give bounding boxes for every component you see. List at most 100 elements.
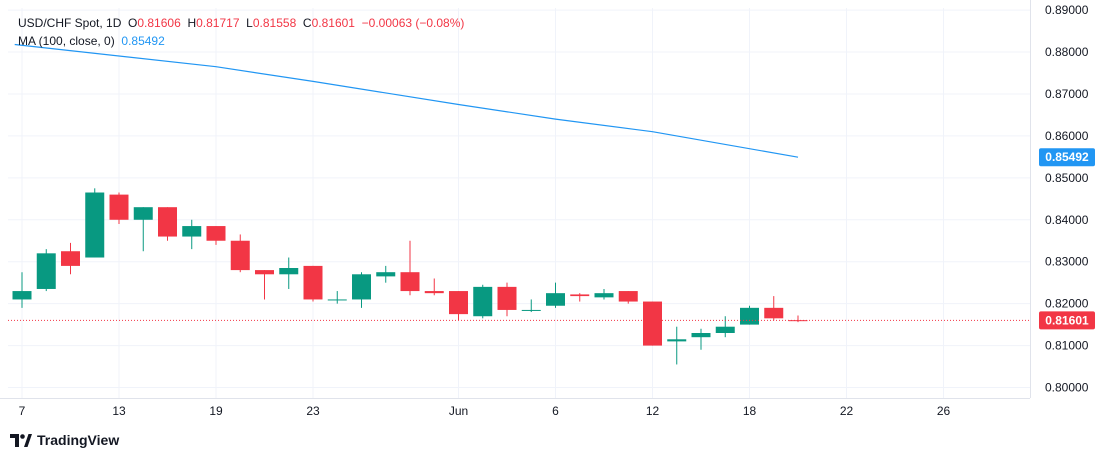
time-tick-label: 23 xyxy=(306,404,320,418)
high-label: H xyxy=(187,16,197,30)
last-price-label: 0.81601 xyxy=(1045,313,1089,327)
candle xyxy=(36,249,56,292)
candle xyxy=(327,291,347,304)
candle-body xyxy=(255,270,274,275)
candle xyxy=(643,301,662,346)
candle xyxy=(182,219,202,250)
candle xyxy=(12,272,32,308)
candle xyxy=(667,326,687,365)
candle-body xyxy=(327,299,347,301)
candle-body xyxy=(206,226,226,241)
time-tick-label: 19 xyxy=(209,404,223,418)
candle xyxy=(570,293,590,302)
ma-legend[interactable]: MA (100, close, 0) 0.85492 xyxy=(18,34,165,48)
candle xyxy=(715,316,735,338)
candle-body xyxy=(715,326,735,333)
candle xyxy=(594,288,614,300)
candle xyxy=(424,278,444,296)
candle-body xyxy=(570,294,590,297)
price-grid xyxy=(8,8,1030,398)
candle-body xyxy=(497,286,517,310)
candle xyxy=(303,265,323,302)
candle-body xyxy=(133,207,153,220)
candle-body xyxy=(376,272,396,277)
candle-body xyxy=(182,226,202,237)
price-tick-label: 0.83000 xyxy=(1045,255,1089,269)
candle xyxy=(788,315,808,323)
price-tick-label: 0.87000 xyxy=(1045,87,1089,101)
candle-body xyxy=(618,291,638,302)
moving-average-layer xyxy=(14,43,799,158)
time-axis[interactable]: 7 13 19 23 Jun 6 12 18 22 26 xyxy=(0,398,1030,419)
candle-body xyxy=(158,207,177,237)
candle-body xyxy=(691,333,711,338)
candle-body xyxy=(594,293,614,298)
candle xyxy=(85,188,105,258)
last-price-badge xyxy=(1039,311,1095,330)
price-tick-label: 0.82000 xyxy=(1045,297,1089,311)
ma-label: MA (100, close, 0) xyxy=(18,34,115,48)
candle-body xyxy=(546,293,565,306)
price-tick-label: 0.80000 xyxy=(1045,381,1089,395)
price-tick-label: 0.89000 xyxy=(1045,3,1089,17)
candle xyxy=(255,270,274,300)
candle xyxy=(740,305,759,325)
time-tick-label: 18 xyxy=(743,404,757,418)
symbol-label: USD/CHF Spot, 1D xyxy=(18,16,122,30)
price-tick-label: 0.88000 xyxy=(1045,45,1089,59)
price-tick-label: 0.81000 xyxy=(1045,339,1089,353)
ohlc-legend: USD/CHF Spot, 1D O0.81606 H0.81717 L0.81… xyxy=(18,16,464,30)
time-tick-label: 12 xyxy=(646,404,660,418)
time-tick-label: 6 xyxy=(552,404,559,418)
ma-value-label: 0.85492 xyxy=(1045,150,1089,164)
price-axis[interactable]: 0.80000 0.81000 0.82000 0.83000 0.84000 0.850… xyxy=(1030,0,1096,398)
candle xyxy=(206,226,226,245)
price-tick-label: 0.86000 xyxy=(1045,129,1089,143)
candles-layer xyxy=(12,188,808,365)
time-tick-label: Jun xyxy=(449,404,468,418)
candle-body xyxy=(109,194,129,220)
tradingview-logo-text: TradingView xyxy=(37,432,120,448)
candle-body xyxy=(12,291,32,300)
price-tick-label: 0.84000 xyxy=(1045,213,1089,227)
candle-body xyxy=(764,307,784,319)
candle-body xyxy=(449,291,468,315)
candle-body xyxy=(279,268,299,275)
candle xyxy=(109,192,129,224)
candle xyxy=(691,328,711,350)
open-value: 0.81606 xyxy=(137,16,181,30)
candle xyxy=(376,265,396,283)
candle-body xyxy=(85,192,105,258)
time-tick-label: 26 xyxy=(937,404,951,418)
close-label: C xyxy=(302,16,312,30)
candle-body xyxy=(352,274,371,300)
candle-body xyxy=(424,291,444,294)
change-value: −0.00063 (−0.08%) xyxy=(361,16,465,30)
candle xyxy=(400,240,420,296)
tradingview-logo[interactable]: TradingView xyxy=(10,432,119,448)
price-tick-label: 0.85000 xyxy=(1045,171,1089,185)
candle xyxy=(230,234,250,273)
candle-body xyxy=(61,251,80,266)
candle-body xyxy=(667,339,687,342)
candle xyxy=(279,257,299,289)
low-label: L xyxy=(246,16,253,30)
ma-value: 0.85492 xyxy=(121,34,165,48)
candle xyxy=(521,299,541,313)
candle-body xyxy=(521,309,541,311)
candle-body xyxy=(643,301,662,346)
candle-body xyxy=(473,286,493,317)
open-label: O xyxy=(128,16,138,30)
candle xyxy=(61,242,80,275)
close-value: 0.81601 xyxy=(311,16,355,30)
moving-average-line xyxy=(14,43,799,158)
candle xyxy=(158,207,177,241)
candle xyxy=(764,296,784,321)
candle xyxy=(546,282,565,308)
candle-body xyxy=(36,253,56,289)
candle xyxy=(473,284,493,319)
time-tick-label: 7 xyxy=(19,404,26,418)
candle xyxy=(449,291,468,321)
candle xyxy=(133,207,153,252)
